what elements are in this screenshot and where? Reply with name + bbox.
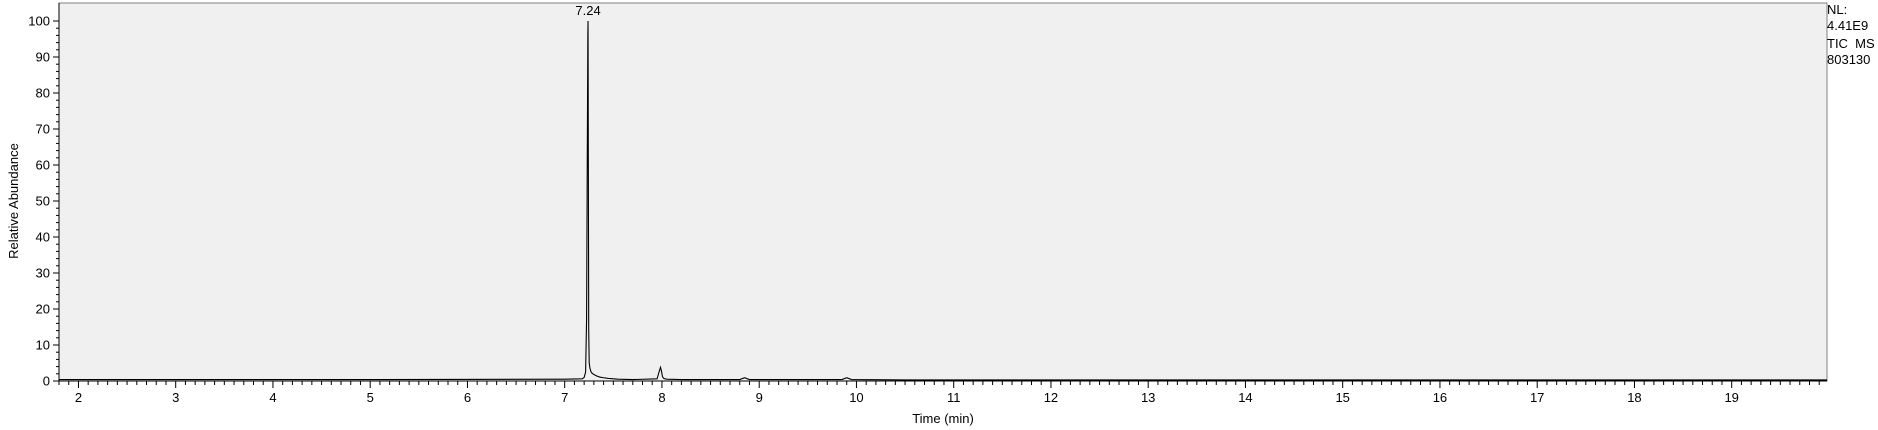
x-tick-label: 13 [1141,390,1155,405]
x-tick-label: 16 [1433,390,1447,405]
x-tick-label: 14 [1238,390,1252,405]
y-tick-label: 100 [28,14,50,29]
y-tick-label: 0 [43,374,50,389]
y-tick-label: 90 [36,50,50,65]
nl-value: 4.41E9 [1827,18,1869,33]
scan-filter: TIC MS [1827,36,1875,51]
x-tick-label: 6 [464,390,471,405]
x-axis-label: Time (min) [912,411,974,426]
x-tick-label: 17 [1530,390,1544,405]
x-tick-label: 12 [1044,390,1058,405]
y-tick-label: 40 [36,230,50,245]
x-tick-label: 19 [1724,390,1738,405]
x-tick-label: 2 [75,390,82,405]
nl-label: NL: [1827,2,1848,17]
x-tick-label: 11 [947,390,961,405]
plot-area [58,2,1828,382]
x-axis: 2 3 4 5 6 7 8 9 10 11 12 13 14 15 16 17 18 19 [58,381,1820,405]
y-tick-label: 60 [36,158,50,173]
y-tick-label: 70 [36,122,50,137]
sample-id: 803130 [1827,52,1871,67]
peak-label: 7.24 [575,3,600,18]
x-tick-label: 8 [658,390,665,405]
y-tick-label: 50 [36,194,50,209]
y-tick-label: 20 [36,302,50,317]
y-axis-label: Relative Abundance [6,143,21,259]
y-tick-label: 10 [36,338,50,353]
x-tick-label: 5 [367,390,374,405]
y-tick-label: 80 [36,86,50,101]
y-tick-label: 30 [36,266,50,281]
x-tick-label: 7 [561,390,568,405]
peak-labels: 7.24 [575,3,600,18]
tic-trace-line [59,20,1827,381]
x-tick-label: 3 [172,390,179,405]
x-tick-label: 18 [1627,390,1641,405]
y-axis: 0 10 20 30 40 50 60 70 80 90 100 [28,14,59,389]
x-tick-label: 15 [1335,390,1349,405]
x-tick-label: 4 [269,390,276,405]
x-tick-label: 9 [756,390,763,405]
x-tick-label: 10 [849,390,863,405]
